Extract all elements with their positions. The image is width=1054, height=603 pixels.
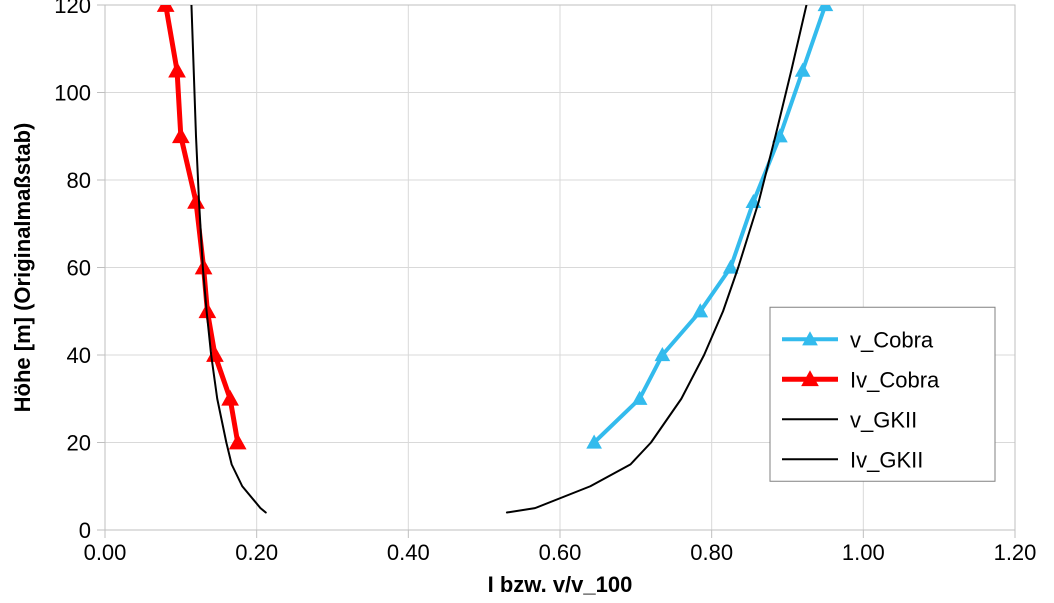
y-tick-label: 120 bbox=[54, 0, 91, 18]
y-tick-label: 100 bbox=[54, 81, 91, 106]
x-tick-label: 0.40 bbox=[387, 540, 430, 565]
x-tick-label: 0.20 bbox=[235, 540, 278, 565]
y-tick-label: 60 bbox=[67, 256, 91, 281]
legend-item-label: Iv_Cobra bbox=[850, 367, 940, 392]
legend-item-label: Iv_GKII bbox=[850, 447, 923, 472]
legend-item-label: v_Cobra bbox=[850, 327, 934, 352]
x-axis-label: I bzw. v/v_100 bbox=[488, 572, 633, 597]
y-tick-label: 40 bbox=[67, 343, 91, 368]
x-tick-label: 1.00 bbox=[842, 540, 885, 565]
y-axis-label: Höhe [m] (Originalmaßstab) bbox=[10, 123, 35, 413]
x-tick-label: 1.20 bbox=[994, 540, 1037, 565]
x-tick-label: 0.00 bbox=[84, 540, 127, 565]
y-tick-label: 0 bbox=[79, 518, 91, 543]
chart-background bbox=[0, 0, 1054, 603]
chart-svg: 0.00 0.20 0.40 0.60 0.80 1.00 1.20 0 20 40 60 80 100… bbox=[0, 0, 1054, 603]
x-tick-label: 0.60 bbox=[539, 540, 582, 565]
legend-item-label: v_GKII bbox=[850, 407, 917, 432]
x-tick-label: 0.80 bbox=[690, 540, 733, 565]
chart-container: 0.00 0.20 0.40 0.60 0.80 1.00 1.20 0 20 40 60 80 100… bbox=[0, 0, 1054, 603]
y-tick-label: 80 bbox=[67, 168, 91, 193]
legend: v_Cobra Iv_Cobra v_GKII Iv_GKII bbox=[770, 307, 995, 481]
y-tick-label: 20 bbox=[67, 431, 91, 456]
